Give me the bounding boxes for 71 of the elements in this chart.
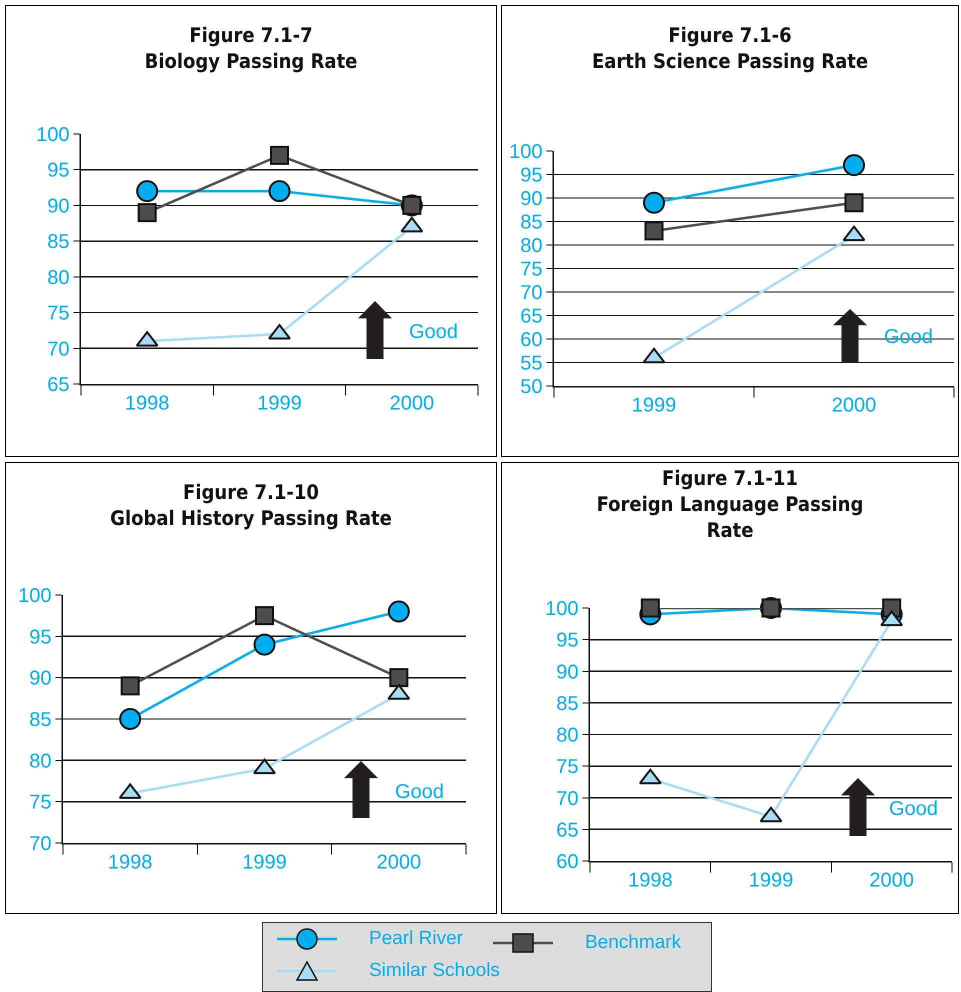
- y-tick-label: 95: [47, 160, 70, 182]
- y-tick-label: 95: [556, 630, 578, 652]
- point: [119, 708, 142, 730]
- y-tick-label: 60: [520, 329, 542, 351]
- y-tick-label: 100: [509, 141, 542, 163]
- chart-title: Figure 7.1-11 Foreign Language Passing Rate: [596, 466, 864, 542]
- y-tick-label: 100: [545, 598, 578, 620]
- point: [644, 221, 664, 240]
- point: [255, 606, 274, 626]
- y-tick-label: 85: [520, 212, 542, 234]
- point: [843, 154, 865, 176]
- y-tick-label: 65: [556, 819, 578, 842]
- point: [640, 598, 660, 618]
- point: [136, 180, 158, 202]
- x-tick-label: 2000: [832, 394, 876, 416]
- y-tick-label: 70: [556, 788, 578, 810]
- y-tick-label: 55: [520, 352, 542, 374]
- legend-label: Pearl River: [369, 928, 463, 950]
- y-tick-label: 90: [29, 668, 52, 690]
- annotation: Good: [889, 798, 938, 820]
- chart-title: Figure 7.1-10 Global History Passing Rate: [110, 480, 392, 530]
- y-tick-label: 65: [47, 374, 70, 396]
- y-tick-label: 85: [556, 692, 578, 715]
- y-tick-label: 95: [520, 164, 542, 186]
- y-tick-label: 90: [520, 188, 542, 210]
- y-tick-label: 90: [47, 195, 70, 218]
- y-tick-label: 85: [47, 231, 70, 254]
- x-tick-label: 1999: [242, 852, 287, 874]
- y-tick-label: 75: [29, 792, 52, 814]
- y-tick-label: 100: [36, 124, 70, 146]
- x-tick-label: 1998: [124, 392, 170, 414]
- y-tick-label: 60: [556, 851, 578, 873]
- annotation: Good: [395, 781, 444, 803]
- point: [254, 634, 276, 656]
- y-tick-label: 80: [29, 750, 52, 772]
- y-tick-label: 95: [29, 626, 52, 648]
- y-tick-label: 70: [29, 833, 52, 855]
- point: [844, 193, 864, 212]
- y-tick-label: 70: [47, 338, 70, 360]
- chart-title: Figure 7.1-7 Biology Passing Rate: [144, 23, 358, 73]
- y-tick-label: 70: [520, 282, 542, 304]
- y-tick-label: 75: [47, 302, 70, 325]
- point: [388, 600, 410, 623]
- x-tick-label: 1998: [108, 852, 152, 874]
- point: [389, 668, 408, 688]
- y-tick-label: 65: [520, 306, 542, 328]
- y-tick-label: 75: [520, 258, 542, 280]
- y-tick-label: 80: [520, 235, 542, 257]
- annotation: Good: [409, 321, 458, 343]
- x-tick-label: 2000: [869, 870, 914, 892]
- point: [268, 180, 290, 202]
- x-tick-label: 2000: [376, 852, 422, 874]
- point: [270, 146, 289, 165]
- x-tick-label: 1998: [628, 870, 673, 892]
- y-tick-label: 80: [556, 724, 578, 746]
- legend-label: Benchmark: [585, 932, 682, 954]
- y-tick-label: 85: [29, 709, 52, 731]
- x-tick-label: 1999: [632, 394, 676, 416]
- x-tick-label: 2000: [390, 392, 434, 414]
- y-tick-label: 75: [556, 756, 578, 778]
- legend-label: Similar Schools: [369, 960, 500, 982]
- point: [643, 192, 665, 214]
- point: [138, 203, 157, 222]
- y-tick-label: 80: [47, 266, 70, 289]
- x-tick-label: 1999: [748, 870, 794, 892]
- x-tick-label: 1999: [257, 392, 302, 414]
- chart-title: Figure 7.1-6 Earth Science Passing Rate: [592, 23, 868, 73]
- y-tick-label: 100: [18, 585, 52, 607]
- point: [120, 676, 140, 696]
- y-tick-label: 90: [556, 661, 578, 684]
- y-tick-label: 50: [520, 376, 542, 398]
